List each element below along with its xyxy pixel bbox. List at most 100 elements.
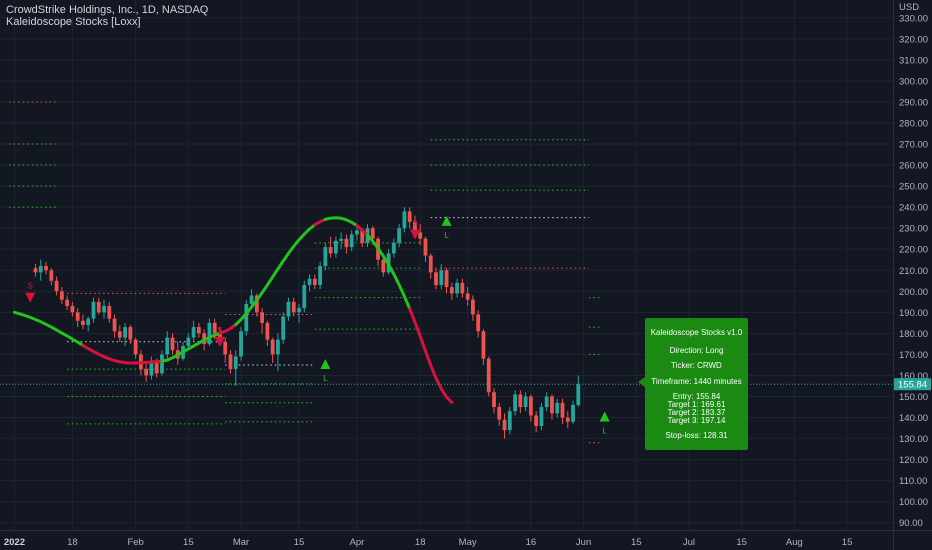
candle-body	[102, 306, 106, 313]
candle-body	[333, 240, 338, 254]
candle-body	[154, 362, 159, 374]
info-timeframe: Timeframe: 1440 minutes	[651, 377, 742, 386]
candle-body	[550, 396, 554, 414]
x-tick-label: 18	[67, 537, 78, 548]
y-tick-label: 180.00	[899, 329, 928, 340]
candle-body	[244, 303, 249, 332]
info-direction: Direction: Long	[669, 346, 724, 355]
candle-body	[297, 308, 301, 313]
candle-body	[576, 384, 581, 405]
candle-body	[407, 211, 412, 222]
candle-body	[149, 362, 154, 376]
candle-body	[270, 339, 275, 355]
y-tick-label: 150.00	[899, 392, 928, 403]
candle-body	[455, 282, 459, 294]
y-tick-label: 320.00	[899, 34, 928, 45]
candle-body	[434, 272, 438, 285]
candle-body	[560, 402, 565, 418]
candle-body	[165, 337, 170, 355]
y-tick-label: 130.00	[899, 434, 928, 445]
candle-body	[397, 228, 402, 243]
y-tick-label: 230.00	[899, 224, 928, 235]
buy-signal-arrow	[320, 358, 331, 369]
candle-body	[486, 358, 491, 393]
x-tick-label: 15	[183, 537, 194, 548]
candle-body	[413, 221, 417, 233]
info-stop-loss: Stop-loss: 128.31	[665, 431, 728, 440]
y-tick-label: 310.00	[899, 55, 928, 66]
candle-body	[418, 232, 423, 239]
candle-body	[233, 356, 238, 370]
candle-body	[260, 312, 265, 323]
y-tick-label: 190.00	[899, 308, 928, 319]
last-price-value: 155.84	[898, 380, 927, 391]
x-tick-label: 18	[415, 537, 426, 548]
y-tick-label: 280.00	[899, 118, 928, 129]
candle-body	[328, 247, 333, 254]
candle-body	[370, 228, 375, 239]
candle-body	[513, 394, 517, 412]
x-tick-label: Mar	[233, 537, 249, 548]
candle-body	[339, 238, 344, 241]
candle-body	[291, 301, 296, 313]
candle-body	[170, 337, 175, 351]
y-tick-label: 290.00	[899, 97, 928, 108]
sell-signal-arrow	[25, 292, 36, 303]
info-box-pointer	[638, 377, 645, 387]
x-tick-label: Jun	[576, 537, 591, 548]
y-tick-label: 250.00	[899, 182, 928, 193]
candle-body	[381, 259, 386, 273]
x-tick-label: 15	[631, 537, 642, 548]
ma-segment-down	[218, 323, 238, 335]
y-tick-label: 200.00	[899, 287, 928, 298]
candle-body	[528, 396, 533, 416]
candle-body	[481, 331, 486, 359]
x-tick-label: Aug	[786, 537, 803, 548]
candle-body	[70, 306, 75, 313]
info-target-1: Target 1: 169.61	[667, 400, 726, 409]
candle-body	[439, 270, 444, 285]
candle-body	[507, 411, 512, 431]
y-tick-label: 330.00	[899, 13, 928, 24]
x-tick-label: 15	[842, 537, 853, 548]
candle-body	[544, 396, 549, 408]
chart-title: CrowdStrike Holdings, Inc., 1D, NASDAQ	[6, 4, 209, 16]
candle-body	[249, 295, 254, 304]
ma-segment-down	[355, 224, 369, 237]
ma-segment-up	[12, 310, 85, 347]
y-tick-label: 120.00	[899, 455, 928, 466]
ma-segment-down	[313, 217, 327, 227]
candle-body	[107, 306, 112, 319]
buy-signal-letter: L	[602, 427, 607, 436]
candle-body	[571, 404, 575, 422]
x-tick-label: 15	[736, 537, 747, 548]
candle-body	[523, 396, 528, 408]
last-price-tag	[894, 378, 931, 391]
candle-body	[133, 339, 138, 355]
candle-body	[38, 266, 43, 273]
y-tick-label: 270.00	[899, 140, 928, 151]
candle-body	[91, 301, 96, 319]
indicator-name[interactable]: Kaleidoscope Stocks [Loxx]	[6, 16, 141, 28]
candle-body	[460, 282, 465, 294]
candle-body	[344, 238, 349, 248]
candle-body	[444, 270, 449, 288]
candle-body	[186, 337, 191, 347]
candle-body	[112, 318, 117, 332]
x-tick-label: Apr	[350, 537, 365, 548]
info-entry: Entry: 155.84	[672, 392, 721, 401]
candle-body	[476, 314, 481, 332]
x-tick-label: Feb	[127, 537, 143, 548]
candle-body	[276, 339, 280, 355]
candle-body	[65, 299, 70, 307]
info-ticker: Ticker: CRWD	[671, 361, 722, 370]
x-tick-label: 15	[294, 537, 305, 548]
info-target-3: Target 3: 197.14	[667, 416, 726, 425]
candle-body	[471, 299, 475, 315]
candle-body	[123, 327, 127, 338]
y-tick-label: 110.00	[899, 476, 927, 487]
candle-body	[128, 327, 133, 340]
ma-segment-up	[160, 331, 222, 363]
